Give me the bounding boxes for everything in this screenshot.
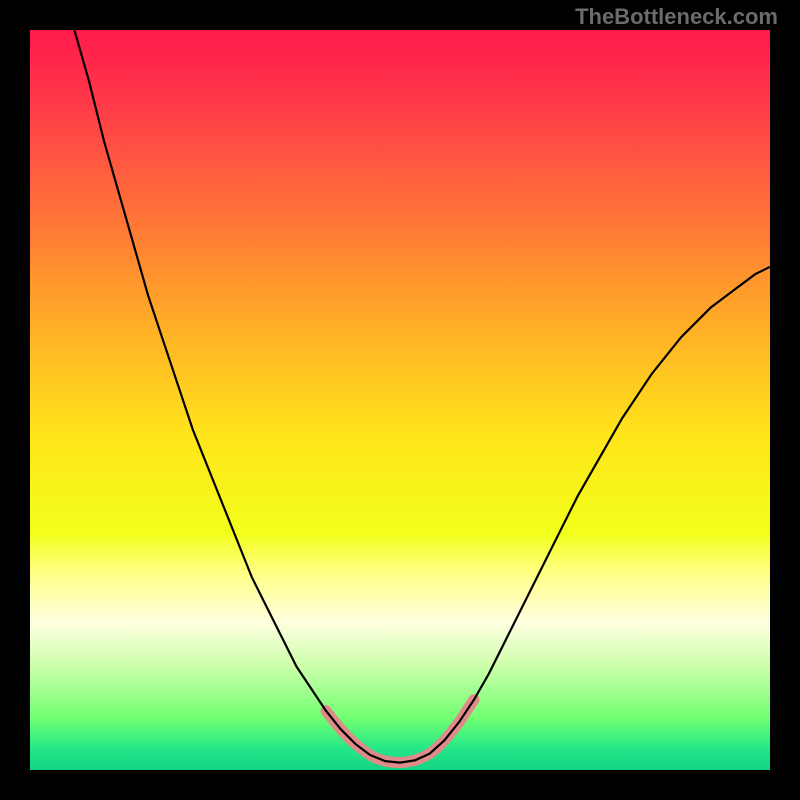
chart-container: TheBottleneck.com: [0, 0, 800, 800]
watermark-text: TheBottleneck.com: [575, 4, 778, 30]
curve-layer: [30, 30, 770, 770]
main-curve: [74, 30, 770, 763]
plot-area: [30, 30, 770, 770]
